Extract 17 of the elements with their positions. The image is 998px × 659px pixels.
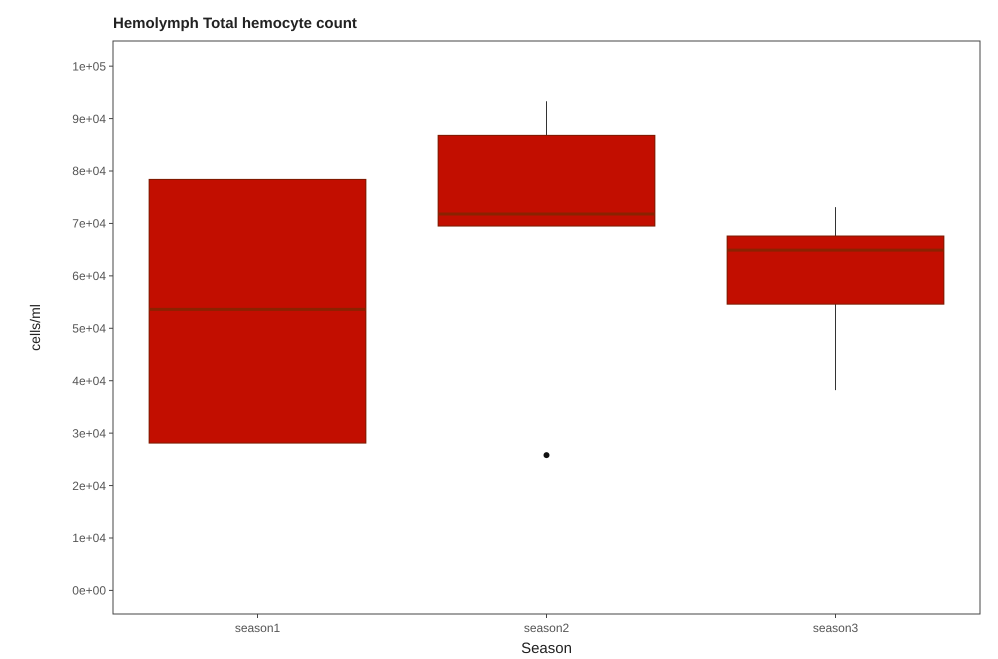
y-tick-label: 1e+04 xyxy=(72,531,106,546)
y-tick-label: 9e+04 xyxy=(72,112,106,126)
chart-title: Hemolymph Total hemocyte count xyxy=(113,15,357,32)
y-tick-label: 7e+04 xyxy=(72,216,106,231)
y-tick-label: 8e+04 xyxy=(72,164,106,178)
x-tick-label: season3 xyxy=(812,621,859,635)
x-tick-label: season2 xyxy=(524,621,570,635)
x-tick-label: season1 xyxy=(234,621,281,635)
y-tick-label: 1e+05 xyxy=(72,59,106,74)
y-tick-label: 6e+04 xyxy=(72,269,106,284)
x-axis-title: Season xyxy=(521,640,572,657)
y-tick-label: 0e+00 xyxy=(72,584,106,598)
y-tick-label: 4e+04 xyxy=(72,374,106,388)
y-tick-label: 2e+04 xyxy=(72,478,106,493)
y-tick-label: 3e+04 xyxy=(72,426,106,440)
y-tick-label: 5e+04 xyxy=(72,321,106,336)
y-axis-title: cells/ml xyxy=(27,304,43,351)
